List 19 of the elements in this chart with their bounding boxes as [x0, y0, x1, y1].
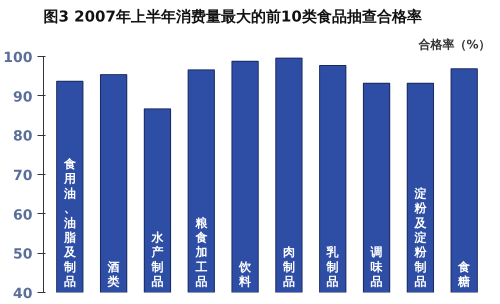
x-tick-label: 食糖 [457, 260, 470, 289]
x-tick-label: 粮食加工品 [194, 216, 208, 289]
chart-title: 图3 2007年上半年消费量最大的前10类食品抽查合格率 [44, 8, 422, 26]
x-tick-label: 水产制品 [150, 230, 164, 289]
x-tick-label: 调味品 [370, 245, 384, 289]
y-tick-label: 80 [13, 128, 33, 145]
x-tick-label: 乳制品 [326, 245, 340, 289]
y-tick-label: 60 [13, 207, 33, 224]
y-tick-label: 40 [13, 286, 33, 302]
y-tick-label: 100 [3, 50, 33, 66]
category-label: 食用油、油脂及制品 [64, 156, 76, 289]
y-tick-label: 70 [13, 168, 33, 184]
x-tick-label: 饮料 [238, 260, 252, 289]
x-tick-label: 肉制品 [282, 245, 295, 289]
x-tick-label: 淀粉及淀粉制品 [413, 186, 428, 289]
x-tick-label: 酒类 [106, 260, 120, 289]
y-tick-label: 90 [13, 89, 33, 106]
y-tick-label: 50 [13, 246, 33, 263]
y-axis-title: 合格率（%） [417, 38, 491, 52]
